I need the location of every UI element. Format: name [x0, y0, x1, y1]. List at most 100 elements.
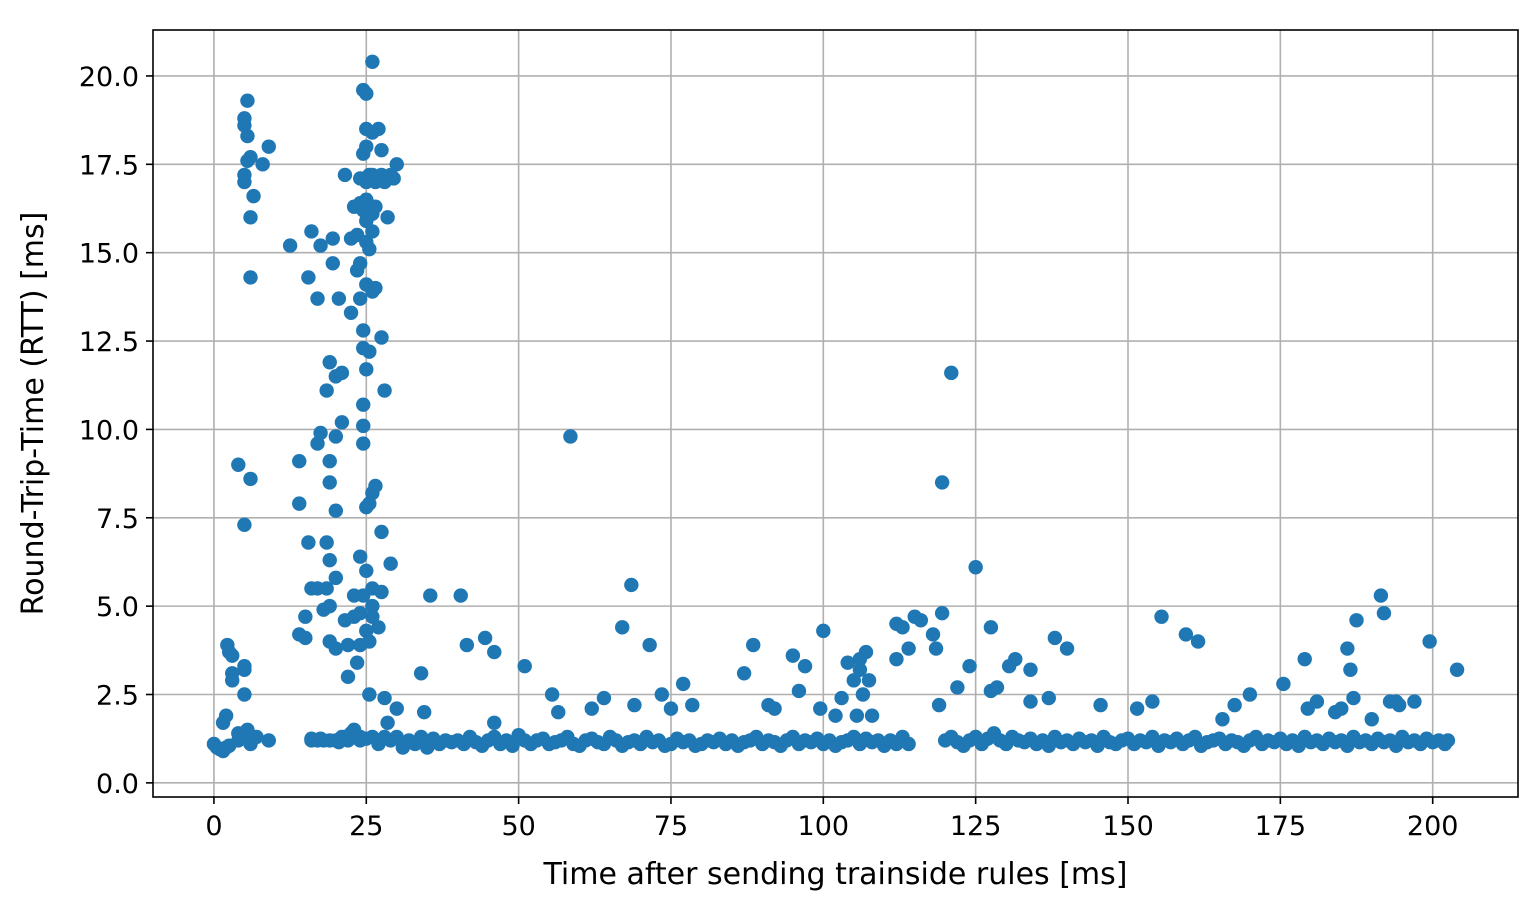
y-axis-label: Round-Trip-Time (RTT) [ms] [16, 212, 51, 616]
data-point [989, 680, 1005, 695]
data-point [322, 355, 337, 370]
data-point [1340, 641, 1355, 656]
data-point [389, 729, 404, 745]
data-point [767, 701, 782, 716]
data-point [225, 648, 240, 663]
data-point [1276, 676, 1291, 692]
data-point [852, 662, 868, 677]
data-point [237, 167, 252, 183]
data-point [1145, 694, 1160, 709]
data-point [828, 708, 843, 723]
data-point [584, 701, 599, 716]
x-tick-label: 150 [1102, 811, 1154, 842]
data-point [377, 383, 392, 398]
data-point [243, 150, 258, 165]
data-point [950, 680, 965, 695]
data-point [487, 644, 502, 660]
data-point [356, 397, 371, 412]
data-point [797, 659, 813, 674]
data-point [218, 708, 234, 723]
data-point [237, 517, 252, 533]
y-tick-label: 20.0 [79, 62, 139, 93]
data-point [813, 701, 828, 716]
data-point [322, 598, 337, 614]
data-point [858, 644, 874, 660]
data-point [322, 552, 337, 568]
data-point [663, 701, 679, 716]
data-point [551, 704, 566, 720]
data-point [1242, 687, 1258, 702]
grid [153, 30, 1518, 797]
data-point [240, 128, 255, 144]
data-point [1023, 662, 1038, 677]
data-point [1041, 690, 1056, 706]
data-point [374, 142, 389, 158]
data-point [352, 549, 368, 564]
data-point [365, 224, 380, 239]
data-point [889, 651, 904, 667]
data-point [962, 659, 977, 674]
data-point [282, 238, 298, 253]
data-point [340, 669, 356, 685]
data-point [1023, 694, 1038, 709]
data-point [840, 655, 855, 670]
data-point [517, 659, 532, 674]
data-point [292, 454, 307, 469]
data-point [365, 598, 380, 614]
y-tick-label: 0.0 [96, 769, 139, 800]
data-point [231, 457, 246, 472]
data-point [298, 630, 313, 646]
x-axis-label: Time after sending trainside rules [ms] [543, 857, 1128, 892]
data-point [413, 729, 429, 745]
data-point [261, 139, 276, 154]
data-point [816, 623, 831, 639]
data-point [368, 199, 383, 214]
data-point [362, 241, 377, 257]
data-point [304, 224, 319, 239]
data-point [1309, 694, 1325, 709]
data-point [685, 697, 700, 713]
data-point [563, 429, 578, 444]
data-point [301, 270, 316, 285]
x-tick-label: 50 [501, 811, 535, 842]
data-point [675, 676, 691, 692]
data-point [319, 535, 334, 550]
data-point [301, 535, 316, 550]
data-point [1047, 630, 1063, 646]
data-point [654, 687, 670, 702]
data-point [359, 139, 374, 154]
data-point [255, 157, 270, 172]
data-point [365, 609, 380, 624]
data-point [352, 291, 368, 306]
data-point [895, 620, 910, 635]
data-point [328, 570, 344, 586]
data-point [934, 606, 950, 621]
data-point [374, 524, 389, 540]
data-point [1349, 613, 1364, 628]
data-point [362, 344, 377, 359]
data-point [343, 305, 359, 320]
data-point [352, 256, 368, 271]
data-point [371, 620, 386, 635]
data-point [243, 270, 258, 285]
data-point [383, 556, 398, 571]
data-point [1343, 662, 1358, 677]
data-point [334, 365, 350, 381]
data-point [1190, 634, 1206, 649]
data-point [389, 157, 404, 172]
data-point [928, 641, 944, 656]
data-point [240, 93, 255, 108]
x-tick-label: 200 [1407, 811, 1459, 842]
data-point [243, 471, 258, 487]
data-point [1129, 701, 1145, 716]
data-point [1364, 712, 1379, 727]
data-point [736, 666, 752, 681]
x-tick-label: 25 [349, 811, 383, 842]
data-point [746, 637, 761, 653]
data-point [413, 666, 429, 681]
data-point [325, 231, 340, 246]
data-point [374, 584, 389, 600]
data-point [310, 291, 325, 306]
data-point [322, 454, 337, 469]
